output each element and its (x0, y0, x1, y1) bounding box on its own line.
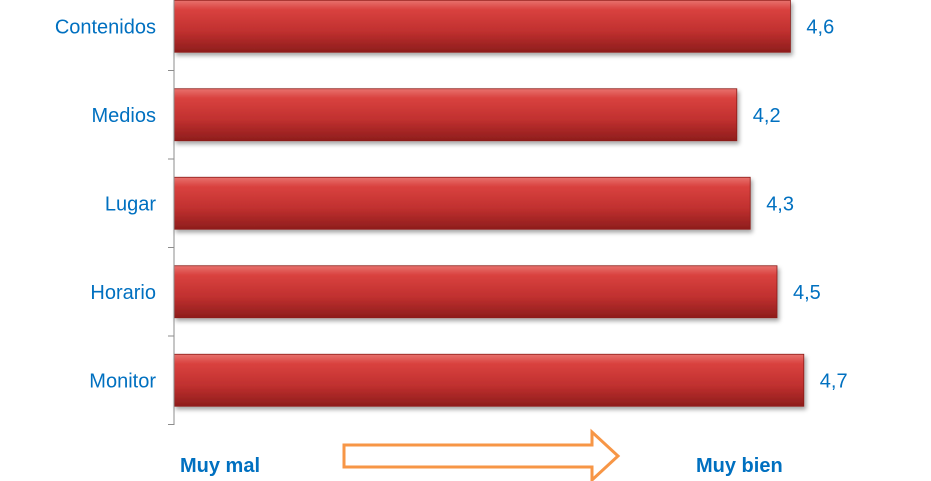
category-label-lugar: Lugar (105, 193, 156, 215)
value-label-lugar: 4,3 (766, 193, 794, 215)
category-labels: Contenidos Medios Lugar Horario Monitor (55, 16, 157, 392)
category-label-horario: Horario (90, 282, 156, 304)
right-arrow-icon (342, 428, 621, 481)
value-label-monitor: 4,7 (820, 370, 848, 392)
value-labels: 4,6 4,2 4,3 4,5 4,7 (753, 16, 848, 392)
value-label-contenidos: 4,6 (806, 16, 834, 38)
bar-medios (173, 88, 738, 142)
bar-horario (173, 265, 778, 319)
category-label-contenidos: Contenidos (55, 16, 156, 38)
y-axis (168, 0, 175, 425)
category-label-medios: Medios (92, 105, 156, 127)
category-label-monitor: Monitor (89, 370, 156, 392)
value-label-medios: 4,2 (753, 105, 781, 127)
value-label-horario: 4,5 (793, 282, 821, 304)
bar-monitor (173, 353, 805, 407)
bars-group (173, 0, 805, 407)
bar-lugar (173, 176, 751, 230)
scale-low-label: Muy mal (180, 455, 260, 477)
scale-high-label: Muy bien (696, 455, 783, 477)
bar-contenidos (173, 0, 791, 53)
